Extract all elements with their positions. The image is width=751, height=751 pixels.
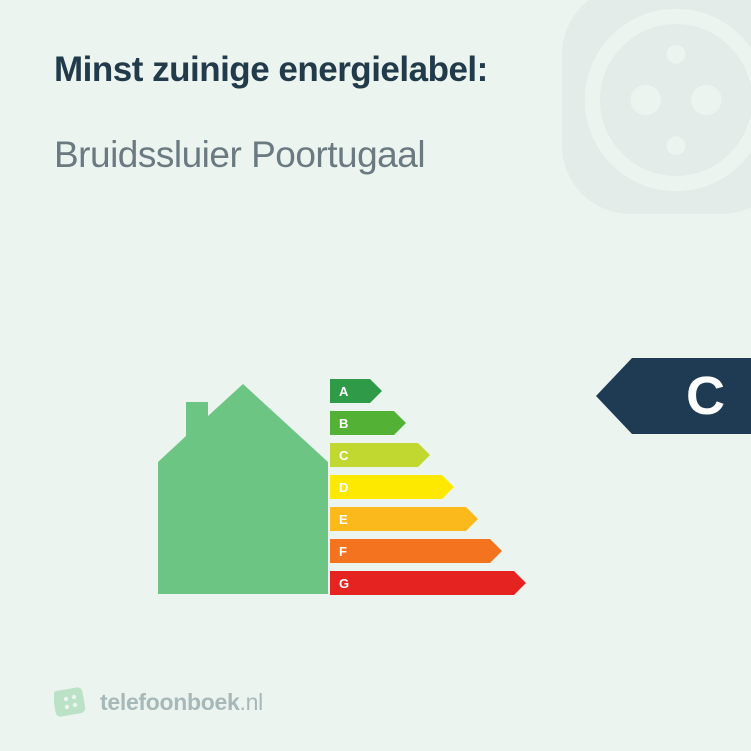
footer-brand-bold: telefoonboek: [100, 689, 240, 715]
energy-bars: A B C D E F G: [330, 377, 514, 601]
energy-bar-letter: E: [339, 512, 348, 527]
page-title: Minst zuinige energielabel:: [54, 50, 697, 90]
energy-bar-letter: A: [339, 384, 348, 399]
location-subtitle: Bruidssluier Poortugaal: [54, 134, 697, 176]
energy-bar-letter: C: [339, 448, 348, 463]
footer-brand: telefoonboek.nl: [54, 685, 263, 719]
energy-bar-fill: A: [330, 379, 370, 403]
house-icon: [158, 384, 328, 599]
energy-bar-letter: D: [339, 480, 348, 495]
energy-bar-d: D: [330, 473, 514, 501]
energy-bar-fill: F: [330, 539, 490, 563]
energy-bar-fill: G: [330, 571, 514, 595]
footer-logo-icon: [54, 685, 88, 719]
footer-brand-text: telefoonboek.nl: [100, 689, 263, 716]
energy-bar-letter: B: [339, 416, 348, 431]
energy-bar-g: G: [330, 569, 514, 597]
energy-bar-f: F: [330, 537, 514, 565]
energy-bar-letter: F: [339, 544, 347, 559]
energy-bar-fill: B: [330, 411, 394, 435]
rating-badge-letter: C: [686, 365, 725, 427]
energy-bar-a: A: [330, 377, 514, 405]
energy-bar-b: B: [330, 409, 514, 437]
rating-badge: C: [632, 358, 751, 434]
energy-bar-fill: D: [330, 475, 442, 499]
energy-bar-fill: C: [330, 443, 418, 467]
energy-bar-e: E: [330, 505, 514, 533]
energy-bar-c: C: [330, 441, 514, 469]
energy-bar-letter: G: [339, 576, 349, 591]
energy-bar-fill: E: [330, 507, 466, 531]
footer-brand-suffix: .nl: [240, 689, 263, 715]
